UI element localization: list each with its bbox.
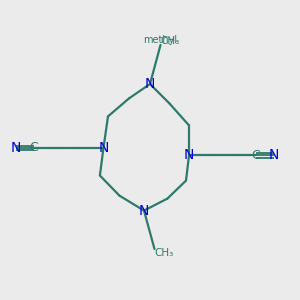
Text: C: C xyxy=(251,149,260,162)
Text: N: N xyxy=(269,148,279,162)
Text: N: N xyxy=(98,141,109,154)
Text: C: C xyxy=(29,141,38,154)
Text: N: N xyxy=(184,148,194,162)
Text: CH₃: CH₃ xyxy=(160,36,180,46)
Text: N: N xyxy=(145,77,155,91)
Text: CH₃: CH₃ xyxy=(154,248,174,258)
Text: methyl: methyl xyxy=(143,34,178,45)
Text: N: N xyxy=(139,204,149,218)
Text: N: N xyxy=(11,141,21,154)
